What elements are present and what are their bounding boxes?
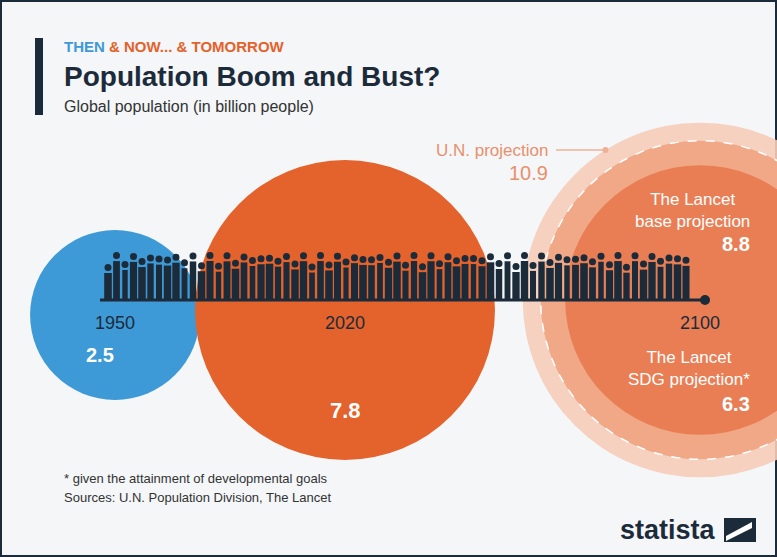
svg-text:U.N. projection: U.N. projection	[436, 141, 548, 160]
svg-text:Global population (in billion: Global population (in billion people)	[64, 98, 314, 115]
svg-text:The LancetSDG projection*: The LancetSDG projection*	[628, 348, 750, 389]
svg-text:statista: statista	[620, 515, 716, 545]
svg-text:6.3: 6.3	[722, 393, 750, 415]
svg-text:8.8: 8.8	[722, 233, 750, 255]
svg-text:1950: 1950	[95, 313, 135, 333]
svg-text:The Lancetbase projection: The Lancetbase projection	[635, 190, 750, 231]
svg-text:THEN & NOW... & TOMORROW: THEN & NOW... & TOMORROW	[64, 38, 285, 55]
svg-text:2020: 2020	[325, 313, 365, 333]
svg-text:Sources: U.N. Population Divis: Sources: U.N. Population Division, The L…	[64, 490, 332, 505]
svg-text:10.9: 10.9	[509, 162, 548, 184]
svg-text:Population Boom and Bust?: Population Boom and Bust?	[64, 61, 440, 92]
svg-text:* given the attainment of deve: * given the attainment of developmental …	[64, 471, 328, 486]
svg-text:7.8: 7.8	[330, 398, 361, 423]
svg-text:2.5: 2.5	[86, 344, 114, 366]
svg-text:2100: 2100	[680, 313, 720, 333]
